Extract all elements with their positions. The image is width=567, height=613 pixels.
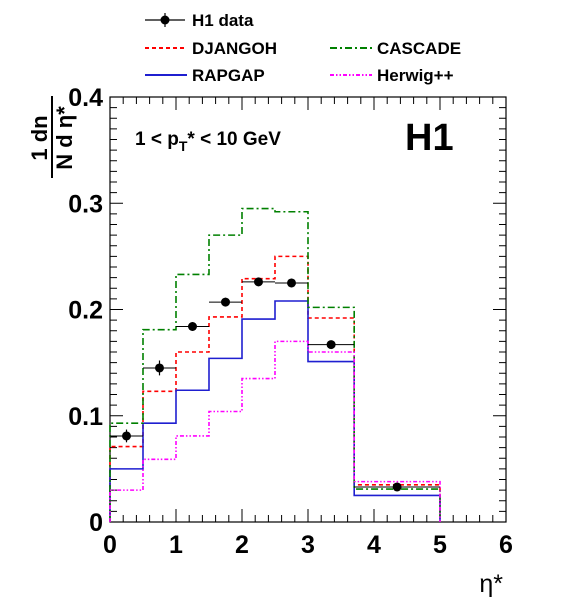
data-point	[242, 277, 275, 287]
x-tick-label: 4	[367, 531, 381, 559]
x-tick-label: 0	[103, 531, 117, 559]
data-point	[209, 297, 242, 307]
y-axis-title-numerator: 1 dn	[27, 115, 52, 160]
data-point-marker	[188, 322, 197, 331]
series-herwig--line	[109, 340, 441, 522]
y-axis-title: 1 dn N d η*	[27, 96, 77, 178]
legend-entry-djangoh: DJANGOH	[145, 39, 277, 58]
y-tick-label: 0.4	[68, 84, 103, 112]
legend-label-rapgap: RAPGAP	[192, 66, 265, 85]
data-point-marker	[122, 431, 131, 441]
legend-label-djangoh: DJANGOH	[192, 39, 277, 58]
legend-entry-herwig: Herwig++	[330, 66, 454, 85]
data-points	[110, 277, 440, 492]
mc-curves	[109, 207, 441, 522]
legend-entry-h1-data: H1 data	[145, 11, 254, 30]
data-point-marker	[221, 297, 230, 307]
series-rapgap-line	[109, 300, 441, 522]
legend-label-cascade: CASCADE	[377, 39, 461, 58]
data-point	[308, 340, 355, 350]
x-tick-label: 2	[235, 531, 249, 559]
data-point	[354, 482, 440, 492]
y-axis-title-denominator: N d η*	[52, 106, 77, 170]
data-point-marker	[392, 482, 402, 492]
x-tick-label: 3	[301, 531, 315, 559]
y-tick-label: 0.3	[68, 190, 103, 218]
experiment-label: H1	[405, 117, 454, 159]
data-point-marker	[287, 278, 296, 288]
legend: H1 data DJANGOH RAPGAP CASCADE Herwig++	[145, 11, 461, 85]
data-point-marker	[326, 340, 336, 350]
data-point-marker	[254, 277, 263, 287]
y-tick-label: 0.1	[68, 403, 103, 431]
legend-entry-cascade: CASCADE	[330, 39, 461, 58]
y-tick-label: 0.2	[68, 297, 103, 325]
series-cascade-line	[109, 207, 441, 522]
axis-ticks	[109, 96, 507, 523]
y-tick-label: 0	[89, 509, 103, 537]
data-point-marker	[155, 363, 164, 373]
legend-entry-rapgap: RAPGAP	[145, 66, 265, 85]
data-point	[143, 360, 176, 376]
legend-label-h1-data: H1 data	[192, 11, 254, 30]
x-tick-label: 5	[433, 531, 447, 559]
x-axis-title: η*	[479, 570, 503, 598]
legend-h1-data-marker	[160, 15, 170, 25]
legend-label-herwig: Herwig++	[377, 66, 454, 85]
tick-labels: 0 1 2 3 4 5 6 0 0.1 0.2 0.3 0.4	[68, 84, 513, 559]
x-tick-label: 6	[499, 531, 513, 559]
data-point	[110, 429, 143, 443]
data-point	[275, 278, 308, 288]
cut-label: 1 < pT* < 10 GeV	[135, 129, 281, 154]
x-tick-label: 1	[169, 531, 183, 559]
data-point	[176, 322, 209, 331]
